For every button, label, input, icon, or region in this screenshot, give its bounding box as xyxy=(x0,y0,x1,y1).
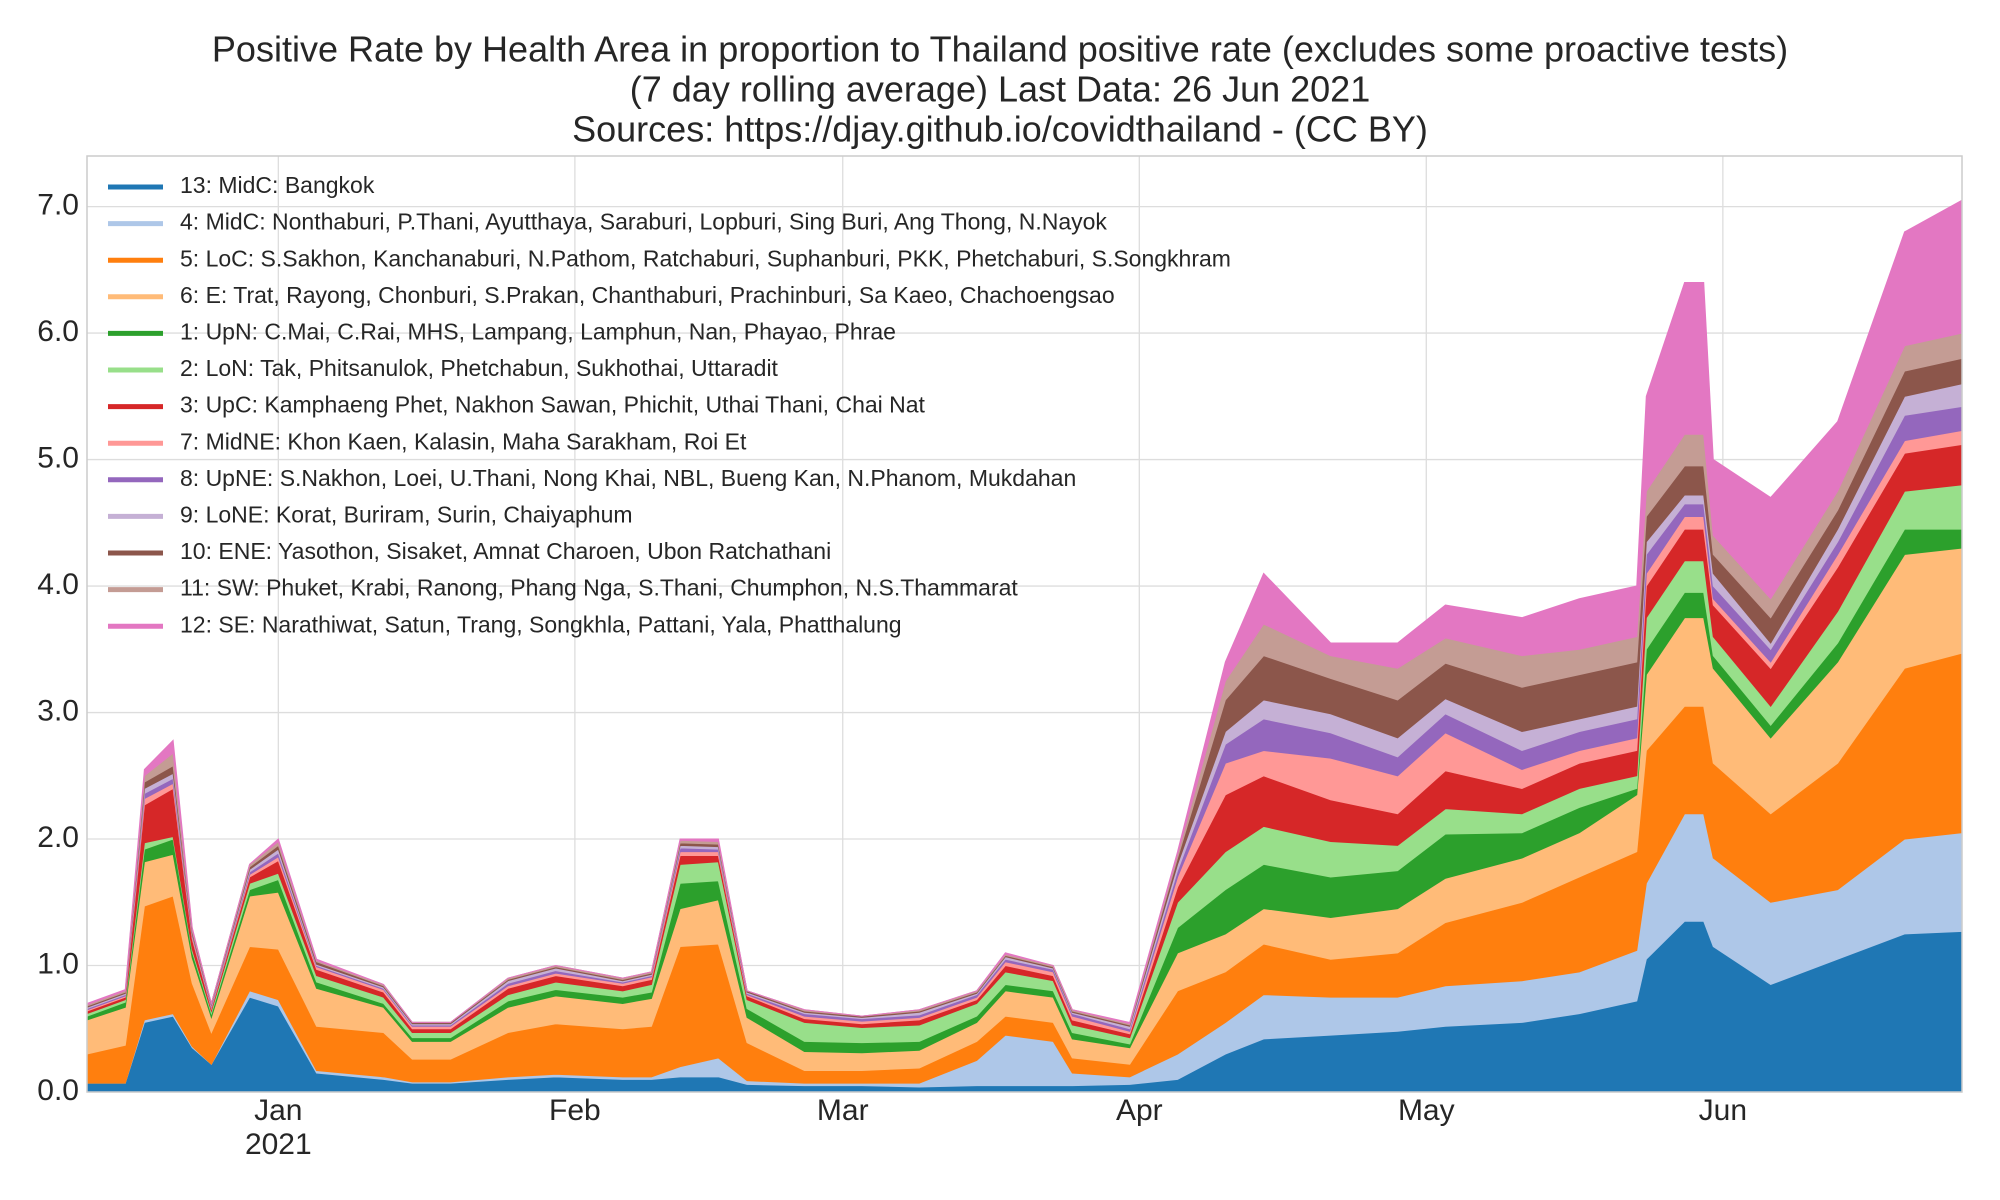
legend-label: 6: E: Trat, Rayong, Chonburi, S.Prakan, … xyxy=(180,282,1115,308)
legend-label: 2: LoN: Tak, Phitsanulok, Phetchabun, Su… xyxy=(180,355,779,381)
y-tick-label: 0.0 xyxy=(37,1074,79,1107)
legend-label: 8: UpNE: S.Nakhon, Loei, U.Thani, Nong K… xyxy=(180,465,1076,491)
chart-title: (7 day rolling average) Last Data: 26 Ju… xyxy=(630,69,1370,110)
x-tick-label: Mar xyxy=(817,1094,869,1127)
y-tick-label: 5.0 xyxy=(37,441,79,474)
x-tick-label: Jun xyxy=(1699,1094,1747,1127)
chart-title: Sources: https://djay.github.io/covidtha… xyxy=(572,109,1428,150)
legend-label: 12: SE: Narathiwat, Satun, Trang, Songkh… xyxy=(180,611,902,637)
y-tick-label: 4.0 xyxy=(37,568,79,601)
x-tick-label: May xyxy=(1398,1094,1455,1127)
legend-label: 7: MidNE: Khon Kaen, Kalasin, Maha Sarak… xyxy=(180,428,747,454)
legend-label: 1: UpN: C.Mai, C.Rai, MHS, Lampang, Lamp… xyxy=(180,318,896,344)
legend-label: 13: MidC: Bangkok xyxy=(180,172,375,198)
x-tick-label: Feb xyxy=(549,1094,601,1127)
y-tick-label: 1.0 xyxy=(37,947,79,980)
y-tick-label: 2.0 xyxy=(37,821,79,854)
x-tick-label: Jan xyxy=(254,1094,302,1127)
title-group: Positive Rate by Health Area in proporti… xyxy=(212,29,1788,150)
legend-label: 5: LoC: S.Sakhon, Kanchanaburi, N.Pathom… xyxy=(180,245,1231,271)
y-tick-label: 7.0 xyxy=(37,189,79,222)
plot-frame xyxy=(86,155,1963,1093)
legend-label: 3: UpC: Kamphaeng Phet, Nakhon Sawan, Ph… xyxy=(180,392,926,418)
legend: 13: MidC: Bangkok 4: MidC: Nonthaburi, P.… xyxy=(108,172,1231,637)
x-tick-sublabel: 2021 xyxy=(245,1128,312,1161)
legend-label: 11: SW: Phuket, Krabi, Ranong, Phang Nga… xyxy=(180,575,1018,601)
legend-label: 9: LoNE: Korat, Buriram, Surin, Chaiyaph… xyxy=(180,501,633,527)
legend-label: 4: MidC: Nonthaburi, P.Thani, Ayutthaya,… xyxy=(180,209,1107,235)
y-tick-label: 6.0 xyxy=(37,315,79,348)
legend-label: 10: ENE: Yasothon, Sisaket, Amnat Charoe… xyxy=(180,538,831,564)
x-tick-label: Apr xyxy=(1116,1094,1163,1127)
chart-title: Positive Rate by Health Area in proporti… xyxy=(212,29,1788,70)
y-tick-label: 3.0 xyxy=(37,694,79,727)
